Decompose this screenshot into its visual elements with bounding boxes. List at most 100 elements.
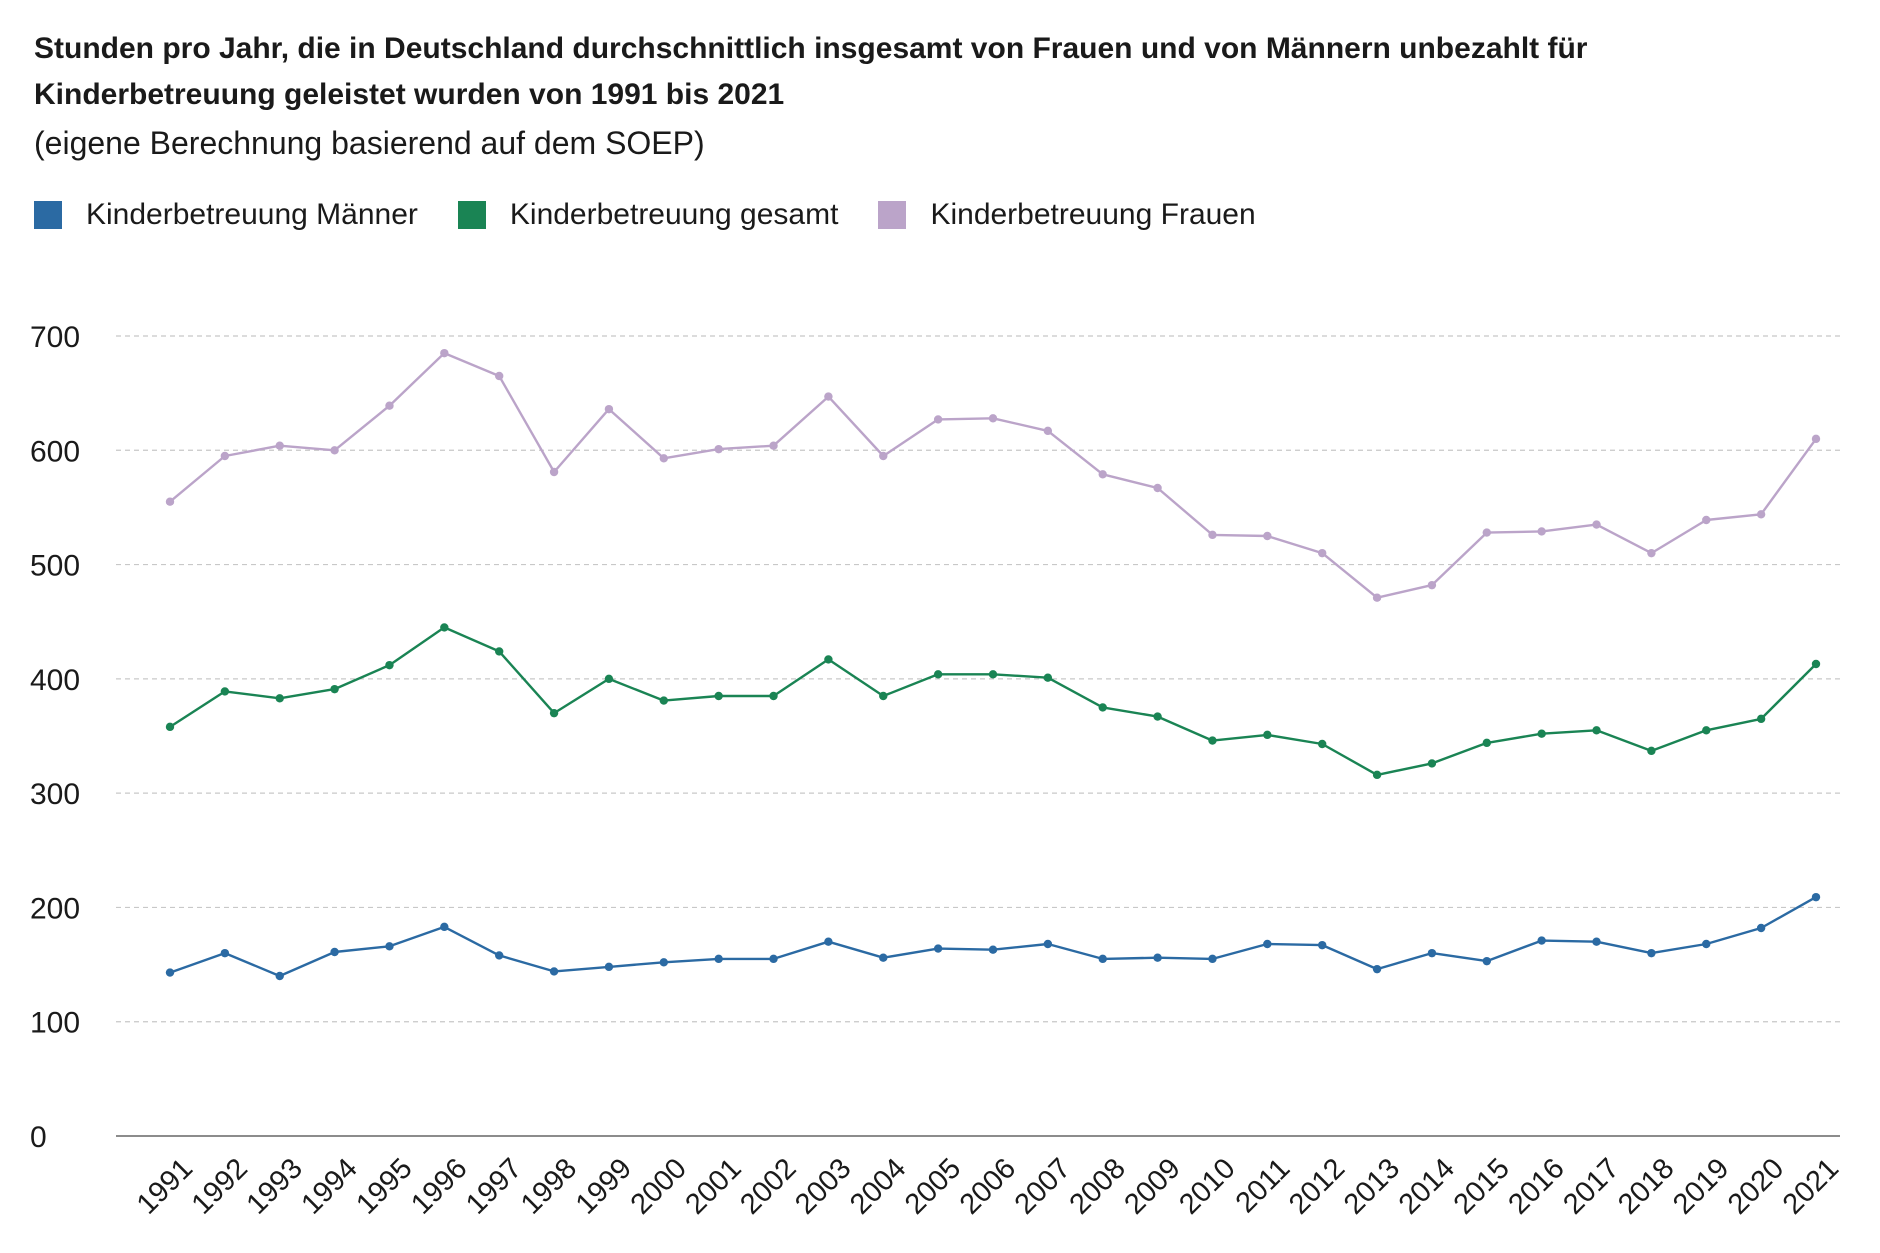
data-point [988, 670, 998, 679]
chart-title: Stunden pro Jahr, die in Deutschland dur… [34, 32, 1588, 111]
x-tick-label: 1997 [460, 1152, 528, 1220]
data-point [549, 967, 559, 976]
data-point [1537, 936, 1546, 945]
data-point [1592, 726, 1601, 735]
x-tick-label: 2016 [1503, 1152, 1571, 1220]
x-tick-label: 2007 [1009, 1152, 1077, 1220]
legend-item-gesamt: Kinderbetreuung gesamt [457, 198, 839, 232]
legend-label-gesamt: Kinderbetreuung gesamt [509, 198, 839, 231]
data-point [1208, 530, 1217, 540]
legend-label-maenner: Kinderbetreuung Männer [86, 198, 418, 231]
data-point [495, 647, 504, 656]
data-point [1702, 515, 1711, 525]
data-point [769, 691, 778, 701]
data-point [1318, 739, 1327, 749]
series-line-1 [169, 626, 1817, 777]
y-tick-label: 100 [30, 1007, 80, 1040]
data-point [824, 937, 833, 946]
data-point [1263, 939, 1272, 949]
x-tick-label: 1999 [570, 1152, 638, 1220]
x-tick-label: 2012 [1283, 1152, 1351, 1220]
data-point [988, 945, 998, 954]
x-tick-label: 1992 [186, 1152, 254, 1220]
data-point [769, 954, 778, 964]
x-tick-label: 2008 [1064, 1152, 1132, 1220]
data-point [1043, 939, 1053, 949]
data-point [165, 722, 175, 732]
data-point [988, 414, 998, 423]
data-point [330, 446, 339, 455]
data-point [1098, 703, 1107, 712]
x-tick-label: 2019 [1667, 1152, 1735, 1220]
data-point [604, 962, 614, 972]
x-tick-label: 2011 [1230, 1152, 1297, 1219]
data-point [1153, 953, 1162, 962]
data-point [604, 404, 614, 414]
data-point [1482, 956, 1492, 966]
data-point [824, 655, 833, 664]
data-point [1372, 593, 1382, 602]
data-point [1702, 939, 1711, 949]
x-tick-label: 2005 [899, 1152, 967, 1220]
data-point [604, 674, 614, 684]
data-point [1043, 673, 1053, 682]
data-point [659, 958, 668, 967]
x-tick-label: 2000 [625, 1152, 693, 1220]
y-tick-label: 500 [30, 550, 80, 583]
data-point [1702, 726, 1711, 735]
data-point [1318, 940, 1327, 950]
data-point [824, 392, 833, 401]
data-point [440, 623, 449, 632]
x-tick-label: 2021 [1777, 1152, 1845, 1220]
x-tick-label: 1996 [405, 1152, 473, 1220]
data-point [495, 951, 504, 960]
data-point [1592, 937, 1601, 946]
x-tick-label: 2002 [734, 1152, 802, 1220]
y-tick-label: 400 [30, 664, 80, 697]
x-tick-label: 1995 [350, 1152, 418, 1220]
data-point [385, 942, 394, 951]
data-point [220, 687, 230, 696]
data-point [220, 451, 230, 461]
x-tick-label: 2004 [844, 1152, 912, 1220]
x-tick-label: 2017 [1557, 1152, 1625, 1220]
x-tick-label: 1991 [131, 1152, 199, 1220]
x-tick-label: 2001 [680, 1152, 748, 1220]
data-point [275, 441, 284, 450]
data-point [220, 948, 230, 958]
data-point [714, 954, 723, 964]
x-tick-label: 2003 [789, 1152, 857, 1220]
data-point [933, 415, 943, 424]
data-point [1592, 520, 1601, 529]
data-point [1482, 528, 1492, 537]
data-point [1537, 527, 1546, 536]
data-point [1153, 483, 1162, 493]
x-tick-label: 2014 [1393, 1152, 1461, 1220]
data-point [1098, 954, 1107, 964]
y-tick-label: 700 [30, 321, 80, 354]
x-tick-label: 2009 [1118, 1152, 1186, 1220]
legend-item-maenner: Kinderbetreuung Männer [34, 198, 418, 232]
legend-label-frauen: Kinderbetreuung Frauen [930, 198, 1256, 231]
data-point [275, 971, 284, 981]
legend: Kinderbetreuung Männer Kinderbetreuung g… [34, 198, 1296, 232]
data-point [385, 660, 394, 670]
data-point [549, 708, 559, 718]
data-point [1427, 948, 1437, 958]
data-point [1482, 738, 1492, 748]
data-point [330, 947, 339, 957]
chart-subtitle: (eigene Berechnung basierend auf dem SOE… [34, 125, 705, 161]
data-point [1372, 964, 1382, 974]
data-point [1372, 770, 1382, 780]
data-point [659, 696, 668, 705]
data-point [879, 451, 888, 461]
data-point [1098, 470, 1107, 479]
data-point [1756, 923, 1766, 933]
x-tick-label: 1994 [295, 1152, 363, 1220]
data-point [1208, 736, 1217, 745]
data-point [549, 467, 559, 477]
data-point [879, 691, 888, 701]
data-point [275, 694, 284, 703]
legend-swatch-maenner [34, 201, 62, 229]
